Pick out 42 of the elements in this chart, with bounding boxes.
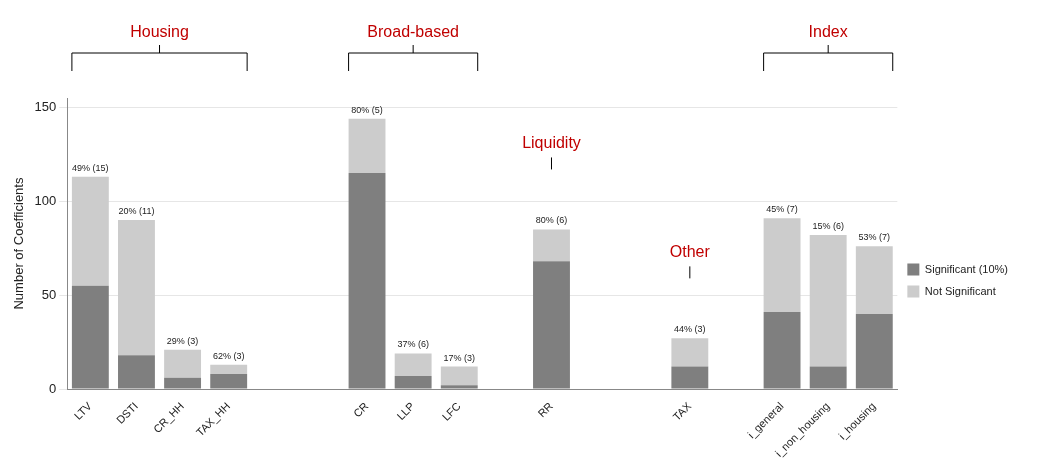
- x-tick-label: TAX: [670, 399, 694, 423]
- bar: [71, 176, 109, 286]
- text: Broad-based: [367, 23, 459, 41]
- bar: [118, 220, 155, 356]
- annotation: 80% (6): [535, 215, 568, 226]
- bar: [533, 229, 570, 262]
- annotation: 62% (3): [212, 350, 245, 361]
- legend-label: Not Significant: [924, 284, 996, 297]
- annotation: 29% (3): [166, 335, 199, 346]
- bar: [394, 353, 432, 376]
- annotation: 37% (6): [397, 339, 429, 350]
- y-tick-label: 0: [49, 380, 57, 396]
- annotation: 49% (15): [72, 162, 109, 173]
- annotation: 17% (3): [443, 352, 476, 363]
- bar: [855, 246, 893, 314]
- annotation: Other: [669, 242, 711, 260]
- y-tick-label: 150: [34, 98, 57, 114]
- bar: [440, 366, 478, 386]
- x-tick-label: CR: [350, 399, 371, 420]
- legend-label: Significant (10%): [924, 262, 1009, 275]
- annotation: 20% (11): [118, 206, 155, 217]
- y-tick-label: 50: [41, 286, 57, 302]
- x-tick-label: LLP: [394, 399, 417, 423]
- bar: [210, 364, 248, 375]
- annotation: 45% (7): [766, 204, 798, 215]
- x-tick-label: LTV: [71, 399, 95, 422]
- annotation: 80% (5): [351, 104, 383, 115]
- annotation: Liquidity: [522, 133, 581, 151]
- annotation: 44% (3): [674, 324, 706, 335]
- bar: [164, 349, 202, 378]
- y-axis-title: Number of Coefficients: [11, 177, 27, 310]
- bar: [809, 235, 847, 367]
- x-tick-label: LFC: [439, 399, 463, 423]
- text: Index: [808, 23, 848, 41]
- x-tick-label: RR: [535, 399, 556, 420]
- y-tick-label: 100: [34, 192, 57, 208]
- bar: [671, 338, 709, 367]
- bar: [763, 218, 801, 313]
- bar: [348, 118, 386, 174]
- text: Housing: [130, 23, 189, 41]
- annotation: 53% (7): [858, 232, 891, 243]
- annotation: 15% (6): [812, 221, 844, 232]
